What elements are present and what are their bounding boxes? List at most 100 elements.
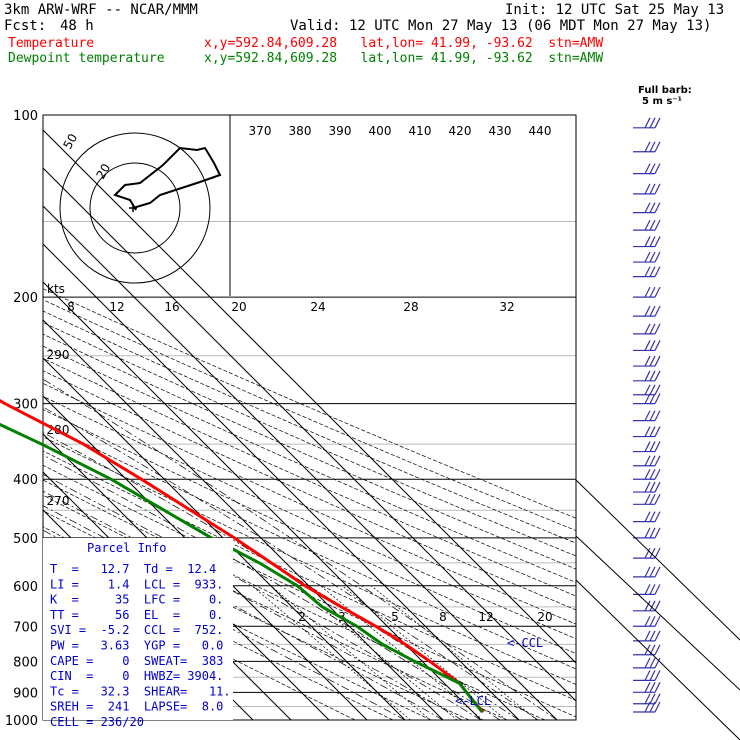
parcel-info-row: T = 12.7 Td = 12.4 (50, 562, 216, 576)
wind-barb-flag (654, 584, 661, 595)
wind-barb-flag (644, 600, 651, 612)
dry-adiabat-line (43, 395, 576, 640)
parcel-info-row: SREH = 241 LAPSE= 8.0 (50, 700, 223, 714)
dewpoint-location-info: x,y=592.84,609.28 lat,lon= 41.99, -93.62… (204, 51, 604, 66)
wind-barb-flag (654, 251, 661, 263)
mixing-ratio-label: 20 (537, 610, 552, 624)
wind-barb-flag (644, 693, 651, 705)
wind-barb-flag (644, 494, 651, 505)
hodograph-speed-label: 16 (164, 300, 179, 314)
wind-barb-flag (654, 117, 661, 129)
dewpoint-legend-label: Dewpoint temperature (8, 51, 165, 66)
wind-barb-flag (654, 468, 661, 480)
wind-barb-flag (649, 219, 656, 231)
wind-barb-flag (649, 141, 656, 152)
wind-barb-flag (654, 630, 661, 642)
hodograph-speed-label: 8 (67, 300, 75, 314)
wind-barb-flag (644, 183, 651, 195)
wind-barb-flag (654, 266, 661, 277)
isotherm-line (43, 243, 520, 720)
wind-barb-flag (644, 340, 651, 351)
wind-barb-flag (644, 286, 651, 298)
model-title: 3km ARW-WRF -- NCAR/MMM (4, 2, 198, 18)
parcel-info-row: SVI = -5.2 CCL = 752. (50, 623, 223, 637)
parcel-info-row: CAPE = 0 SWEAT= 383 (50, 654, 223, 668)
parcel-info-row: CIN = 0 HWBZ= 3904. (50, 669, 223, 683)
wind-barb-flag (644, 682, 651, 693)
moist-adiabat-line (43, 378, 558, 720)
wind-barb-flag (649, 693, 656, 705)
wind-barb-flag (654, 426, 661, 437)
wind-barb-flag (649, 370, 656, 382)
dry-adiabat-line (43, 464, 576, 718)
wind-barb-flag (649, 657, 656, 669)
parcel-info-row: K = 35 LFC = 0. (50, 593, 223, 607)
wind-barb-flag (644, 117, 651, 129)
wind-barb-flag (644, 468, 651, 480)
mixing-ratio-label: 8 (439, 610, 447, 624)
theta-tick-label: 410 (409, 124, 432, 138)
barb-legend-units: 5 m s⁻¹ (642, 96, 682, 107)
hodograph-ring-label: 50 (60, 131, 80, 151)
wind-barb-flag (644, 410, 651, 421)
temperature-legend-label: Temperature (8, 36, 95, 51)
theta-tick-label: 400 (369, 124, 392, 138)
dry-adiabat-line (43, 494, 508, 720)
wind-barb-flag (654, 441, 661, 452)
lcl-marker-label: <-LCL (455, 694, 491, 708)
wind-barb-flag (644, 670, 651, 681)
hodograph-trace (113, 146, 222, 211)
dry-adiabat-line (43, 288, 576, 519)
theta-tick-label: 370 (249, 124, 272, 138)
parcel-info-row: LI = 1.4 LCL = 933. (50, 577, 223, 591)
wind-barb-flag (649, 117, 656, 129)
wind-barb-flag (654, 183, 661, 195)
dry-adiabat-line (43, 357, 576, 597)
wind-barb-flag (644, 266, 651, 277)
wind-barb-flag (654, 286, 661, 298)
wind-barb-flag (644, 527, 651, 539)
wind-barb-flag (649, 494, 656, 505)
wind-barb-flag (654, 370, 661, 382)
wind-barb-flag (644, 323, 651, 335)
wind-barb-flag (654, 236, 661, 247)
moist-adiabat-line (43, 505, 444, 720)
wind-barb-flag (649, 481, 656, 493)
hodograph-speed-label: 28 (403, 300, 418, 314)
wind-barb-flag (644, 163, 651, 174)
wind-barb-flag (654, 566, 661, 578)
barb-legend-title: Full barb: (638, 85, 692, 96)
theta-tick-label: 270 (47, 494, 70, 508)
parcel-info-panel: Parcel Info T = 12.7 Td = 12.4LI = 1.4 LC… (43, 538, 233, 729)
parcel-info-background (43, 538, 233, 720)
wind-barb-flag (644, 219, 651, 231)
wind-barb-flag (644, 305, 651, 317)
wind-barb-flag (649, 455, 656, 467)
parcel-info-row: TT = 56 EL = 0. (50, 608, 223, 622)
hodograph-ring-label: 20 (93, 161, 113, 181)
wind-barb-flag (649, 682, 656, 693)
wind-barb-flag (644, 141, 651, 152)
plot-extension-lines (575, 479, 740, 740)
wind-barb-flag (644, 701, 651, 713)
wind-barb-flag (654, 202, 661, 213)
wind-barb-flag (644, 547, 651, 559)
wind-barb-flag (644, 202, 651, 213)
pressure-tick-label: 600 (13, 580, 38, 595)
wind-barb-flag (654, 693, 661, 705)
wind-barb-flag (644, 566, 651, 578)
wind-barb-flag (654, 355, 661, 367)
pressure-tick-label: 500 (13, 532, 38, 547)
wind-barb-flag (649, 286, 656, 298)
valid-time: Valid: 12 UTC Mon 27 May 13 (06 MDT Mon … (290, 18, 712, 34)
wind-barb-flag (654, 511, 661, 522)
wind-barb-flag (649, 701, 656, 713)
hodograph-units-label: kts (47, 282, 65, 296)
wind-barb-flag (649, 630, 656, 642)
wind-barb-flag (649, 305, 656, 317)
wind-barb-flag (649, 441, 656, 452)
wind-barb-flag (649, 393, 656, 404)
